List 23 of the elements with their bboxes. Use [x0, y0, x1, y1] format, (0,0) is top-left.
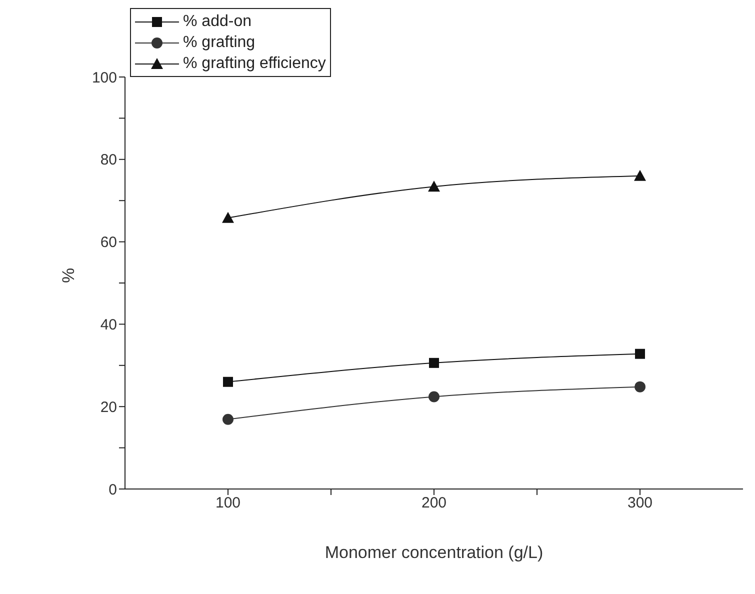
- y-tick-label: 0: [108, 481, 117, 498]
- point: [428, 391, 440, 402]
- point: [222, 414, 234, 425]
- y-tick-label: 80: [100, 152, 117, 169]
- y-tick-label: 20: [100, 398, 117, 416]
- legend-label: % grafting: [183, 34, 256, 52]
- y-axis-title: %: [59, 268, 78, 283]
- y-tick-label: 100: [92, 69, 117, 86]
- y-tick-label: 60: [100, 234, 117, 252]
- y-tick-label: 40: [100, 316, 117, 334]
- point: [635, 348, 645, 359]
- point: [634, 381, 646, 392]
- x-tick-label: 300: [627, 494, 653, 512]
- x-tick-label: 100: [215, 494, 241, 512]
- point: [634, 170, 646, 181]
- x-axis-title: Monomer concentration (g/L): [324, 543, 544, 562]
- legend-label: % add-on: [183, 12, 252, 30]
- point: [429, 358, 439, 368]
- point: [222, 212, 234, 223]
- legend-label: % grafting efficiency: [183, 54, 326, 72]
- x-tick-label: 200: [421, 494, 447, 512]
- point: [428, 180, 440, 192]
- point: [223, 376, 233, 387]
